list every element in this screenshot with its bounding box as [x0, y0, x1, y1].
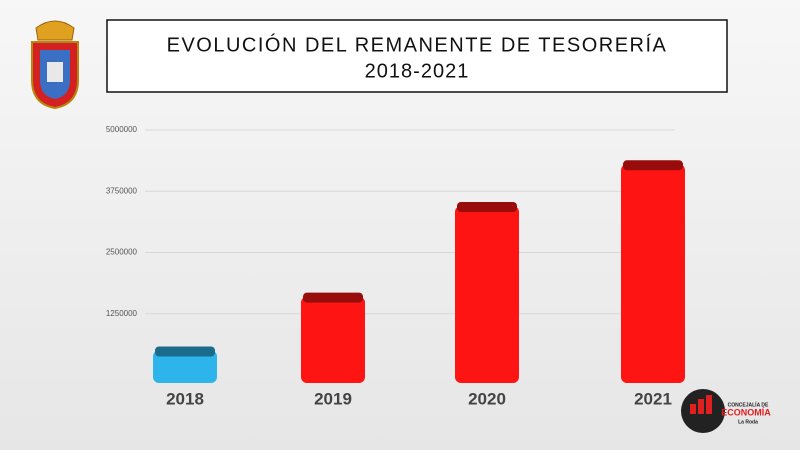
logo-line1: CONCEJALÍA DE	[728, 400, 769, 408]
chart-subtitle: 2018-2021	[365, 60, 470, 82]
y-tick-label: 5000000	[106, 125, 138, 134]
y-tick-label: 1250000	[106, 309, 138, 318]
bar-top	[303, 292, 363, 303]
x-tick-label: 2019	[314, 389, 352, 408]
logo-line2: ECONOMÍA	[721, 407, 771, 417]
bar-top	[457, 201, 517, 212]
x-tick-label: 2021	[634, 389, 672, 408]
bar	[153, 350, 217, 383]
x-tick-label: 2020	[468, 389, 506, 408]
bar-top	[623, 160, 683, 171]
bar	[455, 205, 519, 383]
y-tick-label: 2500000	[106, 248, 138, 257]
x-tick-label: 2018	[166, 389, 204, 408]
economia-logo: CONCEJALÍA DE ECONOMÍA La Roda	[681, 389, 771, 433]
title-box	[106, 19, 728, 93]
bar-top	[155, 346, 215, 357]
y-tick-label: 3750000	[106, 186, 138, 195]
coat-of-arms	[31, 20, 79, 110]
chart-title: EVOLUCIÓN DEL REMANENTE DE TESORERÍA	[167, 33, 668, 56]
bar	[621, 164, 685, 383]
bar	[301, 296, 365, 383]
logo-line3: La Roda	[738, 419, 758, 425]
